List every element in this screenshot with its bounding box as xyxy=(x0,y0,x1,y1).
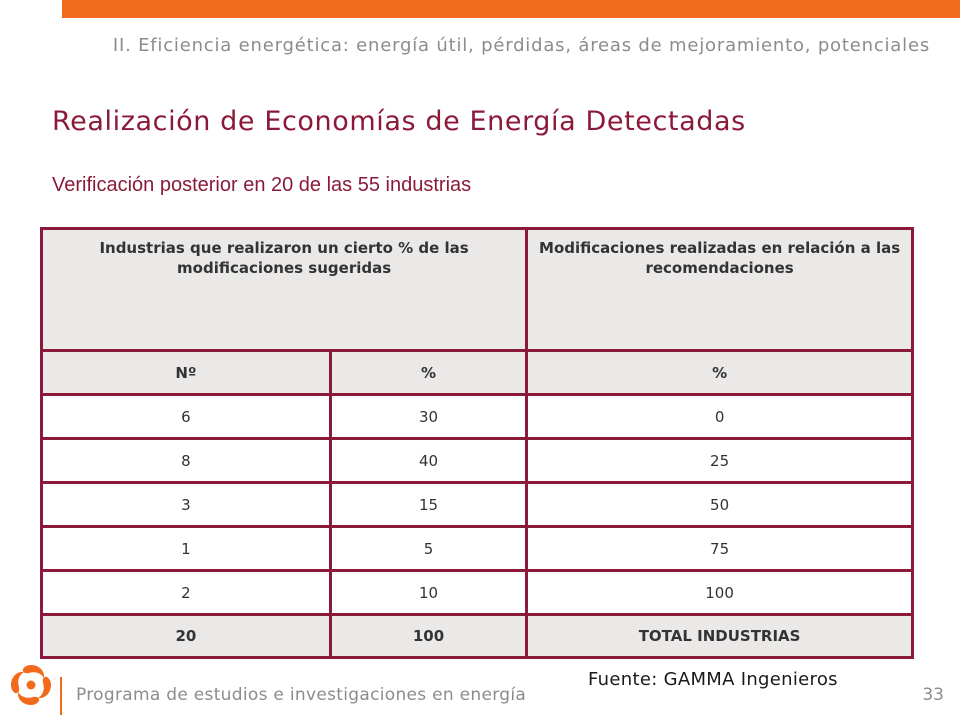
table-row: 2 10 100 xyxy=(40,569,914,616)
table-cell: 30 xyxy=(328,393,529,440)
table-row: 1 5 75 xyxy=(40,525,914,572)
column-header-number: Nº xyxy=(40,349,332,396)
table-cell: 10 xyxy=(328,569,529,616)
table-cell: 25 xyxy=(525,437,914,484)
column-header-percent-industries: % xyxy=(328,349,529,396)
results-table: Industrias que realizaron un cierto % de… xyxy=(39,227,914,659)
table-cell: 40 xyxy=(328,437,529,484)
slide-title: Realización de Economías de Energía Dete… xyxy=(52,106,746,137)
source-note: Fuente: GAMMA Ingenieros xyxy=(588,669,838,690)
section-title: II. Eficiencia energética: energía útil,… xyxy=(112,35,930,56)
table-cell: 6 xyxy=(40,393,332,440)
orange-swirl-logo-icon xyxy=(11,665,51,705)
column-header-percent-modifications: % xyxy=(525,349,914,396)
group-header-modifications: Modificaciones realizadas en relación a … xyxy=(525,227,914,352)
total-percent-cell: 100 xyxy=(328,613,529,659)
table-column-header-row: Nº % % xyxy=(40,349,914,396)
table-cell: 3 xyxy=(40,481,332,528)
table-row: 3 15 50 xyxy=(40,481,914,528)
page-number: 33 xyxy=(922,685,944,705)
slide-subtitle: Verificación posterior en 20 de las 55 i… xyxy=(52,174,472,196)
group-header-industries: Industrias que realizaron un cierto % de… xyxy=(39,227,529,352)
footer-program-name: Programa de estudios e investigaciones e… xyxy=(76,685,527,705)
footer-divider xyxy=(60,677,62,715)
table-cell: 100 xyxy=(525,569,914,616)
table-row: 6 30 0 xyxy=(40,393,914,440)
table-cell: 8 xyxy=(40,437,332,484)
table-cell: 1 xyxy=(40,525,332,572)
table-cell: 50 xyxy=(525,481,914,528)
table-cell: 15 xyxy=(328,481,529,528)
total-number-cell: 20 xyxy=(40,613,332,659)
table-cell: 2 xyxy=(40,569,332,616)
table-group-header-row: Industrias que realizaron un cierto % de… xyxy=(39,227,914,352)
table-total-row: 20 100 TOTAL INDUSTRIAS xyxy=(40,613,914,659)
table-cell: 0 xyxy=(525,393,914,440)
table-cell: 75 xyxy=(525,525,914,572)
total-label-cell: TOTAL INDUSTRIAS xyxy=(525,613,914,659)
table-cell: 5 xyxy=(328,525,529,572)
table-row: 8 40 25 xyxy=(40,437,914,484)
top-accent-bar xyxy=(62,0,960,18)
